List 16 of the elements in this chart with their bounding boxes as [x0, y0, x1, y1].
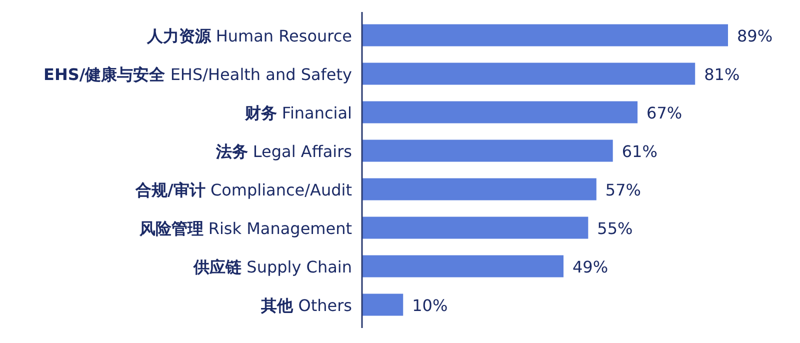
- y-tick-label: 财务 Financial: [244, 103, 352, 122]
- data-label: 49%: [572, 257, 608, 276]
- y-tick-label: 法务 Legal Affairs: [214, 142, 352, 161]
- y-tick-label: 人力资源 Human Resource: [146, 26, 352, 46]
- y-tick-label: 合规/审计 Compliance/Audit: [134, 180, 352, 200]
- y-tick-label: EHS/健康与安全 EHS/Health and Safety: [44, 64, 352, 84]
- data-label: 67%: [646, 103, 682, 122]
- data-label: 61%: [622, 142, 658, 161]
- data-label: 89%: [737, 26, 773, 46]
- y-tick-label: 其他 Others: [260, 296, 352, 315]
- data-label: 81%: [704, 64, 740, 84]
- data-label: 55%: [597, 218, 633, 238]
- data-label: 57%: [605, 180, 641, 200]
- y-tick-label: 风险管理 Risk Management: [138, 218, 352, 238]
- data-label: 10%: [412, 296, 448, 315]
- y-tick-label: 供应链 Supply Chain: [192, 257, 352, 276]
